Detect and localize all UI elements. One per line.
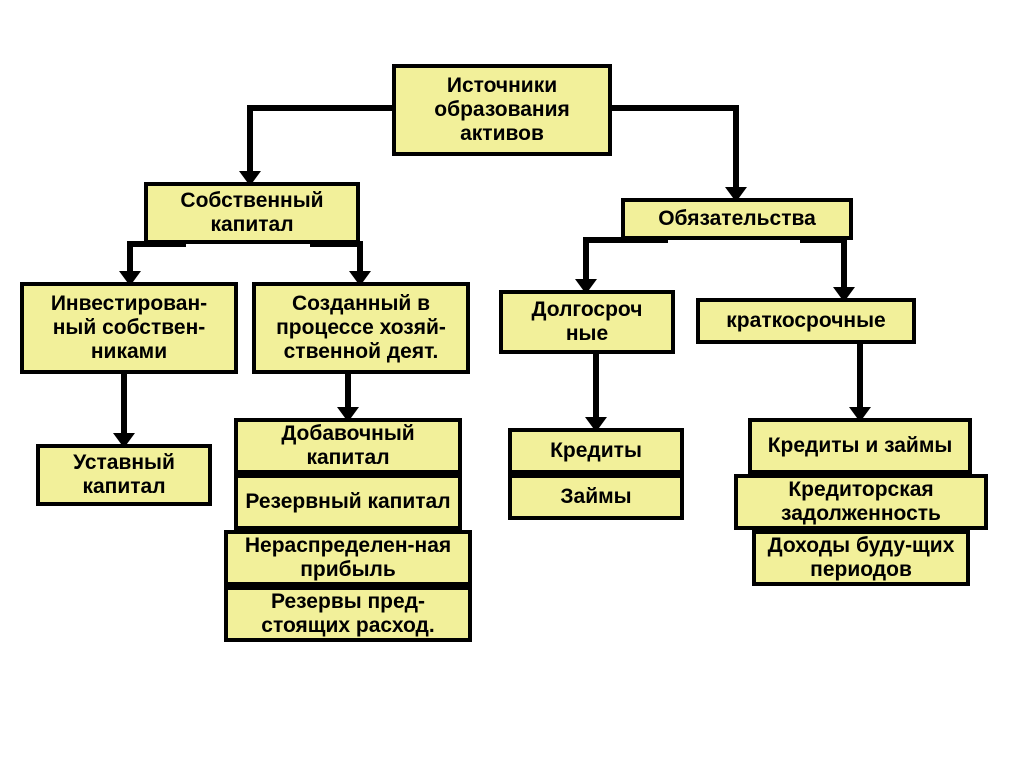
node-addcap: Добавочный капитал <box>234 418 462 474</box>
node-shortterm: краткосрочные <box>696 298 916 344</box>
connector <box>800 240 844 298</box>
node-liab: Обязательства <box>621 198 853 240</box>
node-credits: Кредиты <box>508 428 684 474</box>
node-retprof: Нераспределен-ная прибыль <box>224 530 472 586</box>
node-credloan: Кредиты и займы <box>748 418 972 474</box>
connector <box>130 244 186 282</box>
connector <box>586 240 668 290</box>
node-charter: Уставный капитал <box>36 444 212 506</box>
connector <box>612 108 736 198</box>
node-futureinc: Доходы буду-щих периодов <box>752 530 970 586</box>
connector <box>310 244 360 282</box>
node-longterm: Долгосроч ные <box>499 290 675 354</box>
node-created: Созданный в процессе хозяй-ственной деят… <box>252 282 470 374</box>
node-payables: Кредиторская задолженность <box>734 474 988 530</box>
node-rescap: Резервный капитал <box>234 474 462 530</box>
node-equity: Собственный капитал <box>144 182 360 244</box>
node-root: Источники образования активов <box>392 64 612 156</box>
node-invested: Инвестирован-ный собствен-никами <box>20 282 238 374</box>
connector <box>250 108 392 182</box>
node-resexp: Резервы пред-стоящих расход. <box>224 586 472 642</box>
node-loans: Займы <box>508 474 684 520</box>
